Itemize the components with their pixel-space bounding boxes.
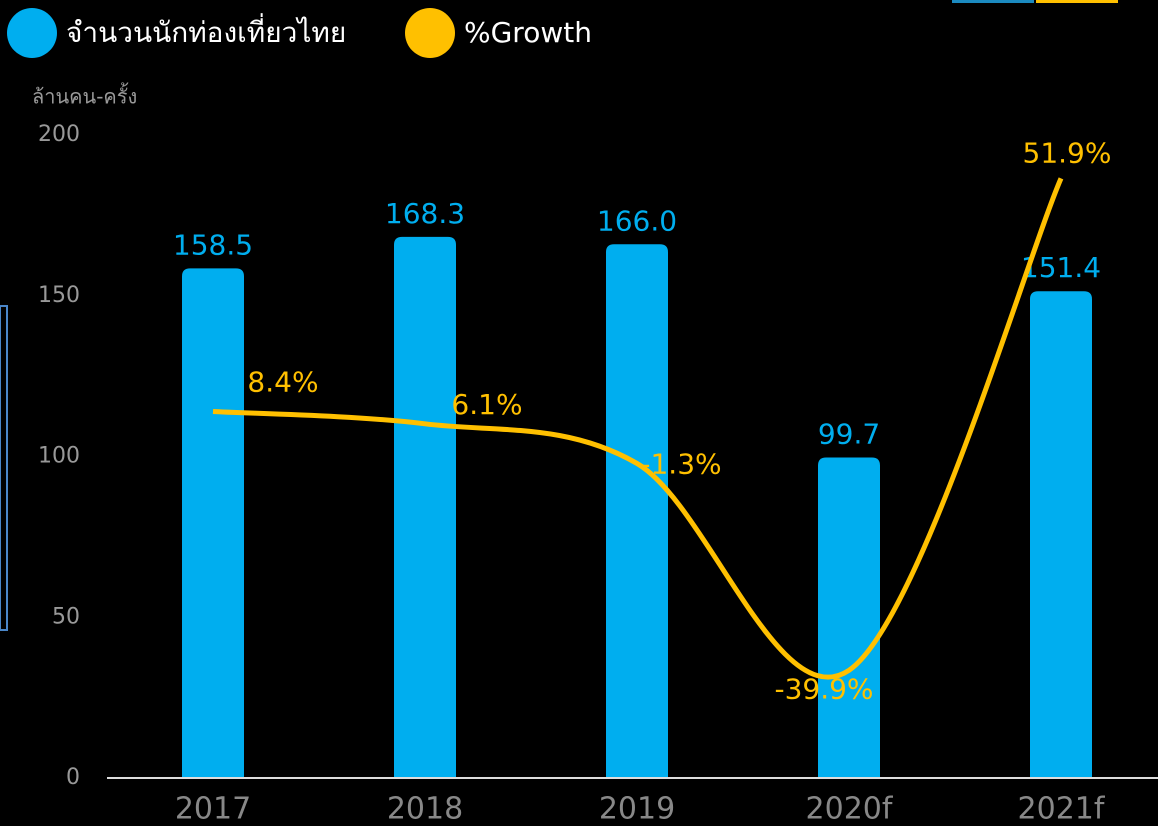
decor <box>952 0 1034 3</box>
x-tick-label: 2019 <box>599 792 675 826</box>
legend-label: %Growth <box>464 16 592 49</box>
y-axis-label: ล้านคน-ครั้ง <box>32 83 137 109</box>
growth-value-label: -1.3% <box>640 447 721 480</box>
x-tick-label: 2017 <box>175 792 251 826</box>
y-tick-label: 100 <box>38 444 80 469</box>
x-tick-label: 2021f <box>1018 792 1106 826</box>
growth-value-label: 6.1% <box>451 388 522 421</box>
growth-value-label: 51.9% <box>1023 136 1112 169</box>
bar-value-label: 168.3 <box>385 197 465 230</box>
bar-value-label: 99.7 <box>818 417 880 450</box>
bar-value-label: 158.5 <box>173 228 253 261</box>
y-tick-label: 200 <box>38 122 80 147</box>
bar <box>1030 291 1092 778</box>
x-tick-label: 2018 <box>387 792 463 826</box>
growth-line <box>212 177 1064 680</box>
legend-label: จำนวนนักท่องเที่ยวไทย <box>66 13 346 49</box>
growth-value-label: -39.9% <box>774 672 873 705</box>
y-tick-label: 0 <box>66 765 80 790</box>
y-tick-label: 50 <box>52 604 80 629</box>
legend-marker <box>405 8 455 58</box>
bar <box>818 457 880 778</box>
bar <box>606 244 668 778</box>
legend-marker <box>7 8 57 58</box>
decor <box>1036 0 1118 3</box>
bar <box>394 236 456 778</box>
growth-value-label: 8.4% <box>247 365 318 398</box>
bar-value-label: 166.0 <box>597 204 677 237</box>
bar <box>182 268 244 778</box>
x-tick-label: 2020f <box>806 792 894 826</box>
y-tick-label: 150 <box>38 283 80 308</box>
decor <box>0 305 8 631</box>
